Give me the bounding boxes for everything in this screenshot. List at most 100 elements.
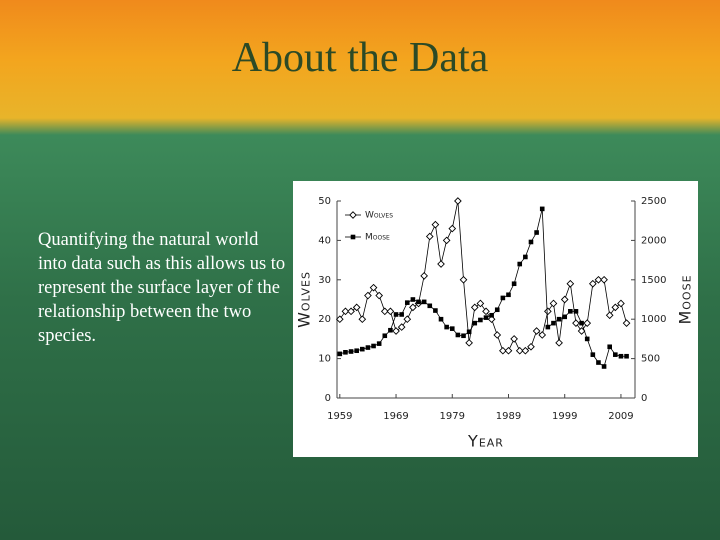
data-point xyxy=(622,319,631,327)
x-tick-label: 1969 xyxy=(383,411,408,422)
data-point xyxy=(470,303,479,312)
data-point xyxy=(607,344,612,350)
data-point xyxy=(611,303,620,312)
x-tick-label: 1979 xyxy=(440,411,465,422)
legend-label: Moose xyxy=(365,233,390,243)
data-point xyxy=(601,364,607,369)
data-point xyxy=(504,346,513,355)
data-point xyxy=(511,281,517,287)
data-point xyxy=(369,283,378,292)
data-point xyxy=(556,316,562,322)
data-point xyxy=(392,327,400,335)
data-point xyxy=(352,303,361,312)
data-point xyxy=(499,346,507,355)
data-point xyxy=(376,341,382,346)
data-point xyxy=(528,239,534,245)
data-point xyxy=(534,230,539,235)
y-tick-label: 20 xyxy=(318,314,331,325)
data-point xyxy=(605,311,614,320)
data-point xyxy=(572,319,580,327)
data-point xyxy=(482,307,490,316)
data-point xyxy=(454,197,462,205)
data-point xyxy=(427,303,433,309)
data-point xyxy=(613,352,618,357)
data-point xyxy=(404,300,410,305)
data-point xyxy=(420,272,428,280)
data-point xyxy=(617,299,625,308)
data-point xyxy=(562,314,568,320)
y2-tick-label: 0 xyxy=(641,393,647,404)
data-point xyxy=(410,297,416,302)
data-point xyxy=(600,275,608,284)
data-point xyxy=(358,315,367,324)
x-tick-label: 1959 xyxy=(327,411,352,422)
y2-tick-label: 2500 xyxy=(641,196,666,207)
x-tick-label: 1989 xyxy=(496,411,521,422)
data-point xyxy=(399,312,404,317)
data-point xyxy=(348,349,354,354)
data-point xyxy=(560,295,569,304)
y2-tick-label: 500 xyxy=(641,354,660,365)
y-tick-label: 0 xyxy=(325,393,331,404)
data-point xyxy=(624,353,629,359)
x-tick-label: 1999 xyxy=(552,411,577,422)
y-axis-label: Wolves xyxy=(295,271,314,328)
data-point xyxy=(493,331,502,339)
data-point xyxy=(539,206,545,212)
data-point xyxy=(515,346,524,355)
data-point xyxy=(335,315,344,324)
data-point xyxy=(476,299,485,308)
y2-axis-label: Moose xyxy=(676,274,695,324)
data-point xyxy=(337,351,343,357)
data-point xyxy=(494,307,500,313)
data-point xyxy=(449,326,455,331)
data-point xyxy=(472,320,478,326)
y-tick-label: 50 xyxy=(318,196,331,207)
data-point xyxy=(568,309,573,314)
data-point xyxy=(596,360,601,365)
data-point xyxy=(459,275,468,284)
data-point xyxy=(618,353,624,359)
data-point xyxy=(489,312,494,318)
data-point xyxy=(347,307,355,316)
y2-tick-label: 2000 xyxy=(641,235,666,246)
data-point xyxy=(360,346,365,352)
y-tick-label: 30 xyxy=(318,275,331,286)
data-point xyxy=(523,254,528,260)
data-point xyxy=(354,348,359,354)
data-point xyxy=(375,291,384,300)
data-point xyxy=(416,299,421,305)
data-point xyxy=(442,236,451,245)
legend-marker xyxy=(350,234,356,240)
data-point xyxy=(466,329,472,335)
data-point xyxy=(393,312,399,317)
data-point xyxy=(388,327,393,333)
data-point xyxy=(584,336,590,342)
data-point xyxy=(465,339,473,347)
data-point xyxy=(588,279,597,288)
data-point xyxy=(448,224,457,233)
data-point xyxy=(579,320,584,326)
data-point xyxy=(409,303,417,312)
slide-body: Quantifying the natural world into data … xyxy=(38,230,286,346)
data-point xyxy=(532,327,541,335)
data-point xyxy=(478,317,483,323)
data-point xyxy=(425,232,434,241)
data-point xyxy=(437,260,445,268)
data-point xyxy=(380,307,389,316)
data-point xyxy=(365,345,371,350)
data-point xyxy=(566,279,575,288)
data-point xyxy=(510,335,518,343)
data-point xyxy=(506,292,511,298)
x-axis-label: Year xyxy=(467,432,504,451)
data-point xyxy=(590,352,596,357)
data-point xyxy=(549,299,558,308)
data-point xyxy=(555,339,563,347)
data-point xyxy=(544,307,552,316)
data-point xyxy=(371,343,376,349)
y-tick-label: 10 xyxy=(318,354,331,365)
data-point xyxy=(594,275,603,284)
data-point xyxy=(421,299,427,305)
data-point xyxy=(341,307,350,316)
